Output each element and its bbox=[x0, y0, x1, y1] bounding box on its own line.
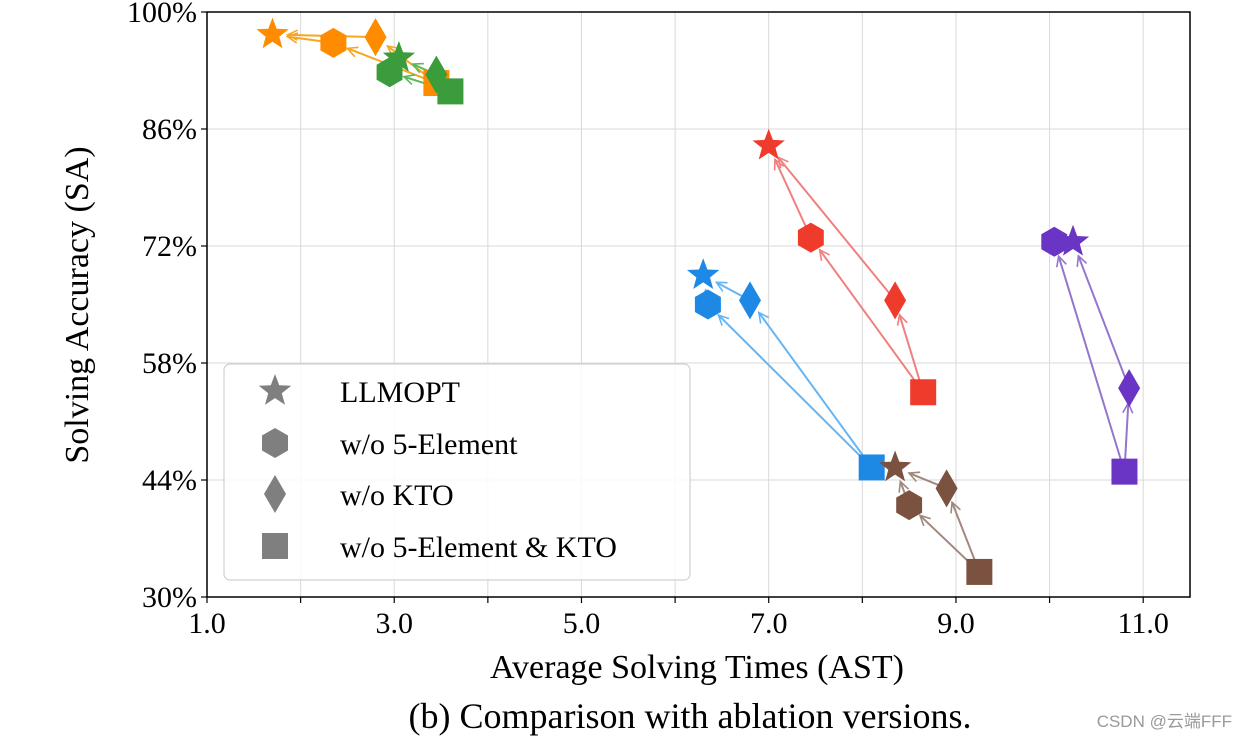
arrow-head bbox=[1055, 254, 1067, 268]
arrow-head bbox=[898, 479, 910, 493]
arrow-head bbox=[818, 248, 830, 261]
hexagon-marker bbox=[694, 289, 721, 320]
arrow-head bbox=[402, 74, 416, 86]
star-marker bbox=[752, 128, 785, 160]
arrow-head bbox=[1076, 254, 1088, 268]
diamond-marker bbox=[884, 281, 907, 320]
arrow-line bbox=[777, 156, 896, 301]
arrow-head bbox=[285, 29, 298, 41]
data-markers bbox=[256, 17, 1141, 585]
arrow-head bbox=[714, 281, 728, 292]
arrow-head bbox=[777, 155, 789, 169]
legend-label: w/o KTO bbox=[340, 479, 454, 512]
x-tick-label: 11.0 bbox=[1117, 607, 1168, 640]
y-axis-label: Solving Accuracy (SA) bbox=[59, 146, 96, 463]
square-marker bbox=[910, 379, 937, 406]
figure-caption: (b) Comparison with ablation versions. bbox=[409, 696, 972, 736]
plot-frame bbox=[206, 11, 1191, 598]
arrow-head bbox=[896, 312, 908, 326]
y-tick-label: 44% bbox=[142, 464, 197, 497]
arrow-head bbox=[345, 46, 359, 58]
diamond-marker bbox=[1118, 369, 1141, 408]
star-marker bbox=[1056, 224, 1090, 256]
legend-box bbox=[223, 363, 691, 581]
legend: LLMOPT w/o 5-Element w/o KTO w/o 5-Element … bbox=[223, 363, 691, 581]
star-marker bbox=[382, 41, 416, 72]
hexagon-marker bbox=[797, 222, 824, 253]
arrow-head bbox=[773, 157, 785, 171]
hexagon-marker bbox=[896, 490, 923, 521]
square-marker bbox=[858, 454, 885, 481]
arrow-head bbox=[918, 514, 931, 527]
arrow-head bbox=[907, 471, 921, 483]
x-tick-label: 7.0 bbox=[750, 607, 788, 640]
arrow-line bbox=[774, 158, 812, 239]
x-tick-label: 3.0 bbox=[375, 607, 413, 640]
arrow-line bbox=[717, 314, 873, 469]
legend-label: w/o 5-Element & KTO bbox=[340, 531, 617, 564]
x-axis-label: Average Solving Times (AST) bbox=[490, 649, 904, 686]
y-tick-label: 72% bbox=[142, 230, 197, 263]
diamond-marker bbox=[935, 469, 958, 508]
x-tick-label: 5.0 bbox=[563, 607, 601, 640]
y-tick-label: 30% bbox=[142, 581, 197, 614]
legend-label: LLMOPT bbox=[340, 376, 460, 409]
arrow-line bbox=[1057, 255, 1126, 472]
x-tick-label: 9.0 bbox=[937, 607, 975, 640]
legend-diamond-icon bbox=[264, 475, 286, 513]
diamond-marker bbox=[425, 55, 448, 94]
arrow-line bbox=[758, 311, 873, 469]
arrow-head bbox=[950, 500, 961, 514]
arrow-head bbox=[757, 311, 770, 324]
y-tick-label: 86% bbox=[142, 113, 197, 146]
hexagon-marker bbox=[320, 27, 347, 58]
arrow-line bbox=[818, 249, 924, 393]
arrow-head bbox=[717, 313, 730, 326]
diamond-marker bbox=[364, 18, 387, 57]
hexagon-marker bbox=[1041, 226, 1068, 257]
star-marker bbox=[878, 450, 912, 482]
square-marker bbox=[966, 558, 993, 585]
legend-star-icon bbox=[258, 374, 292, 405]
arrow-head bbox=[410, 62, 424, 74]
legend-label: w/o 5-Element bbox=[340, 428, 518, 461]
legend-hexagon-icon bbox=[262, 428, 288, 458]
star-marker bbox=[256, 17, 289, 49]
x-tick-label: 1.0 bbox=[188, 607, 226, 640]
legend-square-icon bbox=[262, 533, 288, 559]
square-marker bbox=[1111, 458, 1138, 485]
axis-ticks: 1.0 3.0 5.0 7.0 9.0 11.0 30% 44% 58% 72% 86% 100% bbox=[127, 0, 1169, 640]
star-marker bbox=[687, 258, 720, 289]
y-tick-label: 100% bbox=[127, 0, 197, 29]
watermark: CSDN @云端FFF bbox=[1097, 712, 1232, 731]
diamond-marker bbox=[738, 281, 761, 320]
y-tick-label: 58% bbox=[142, 347, 197, 380]
arrow-line bbox=[1077, 255, 1131, 389]
